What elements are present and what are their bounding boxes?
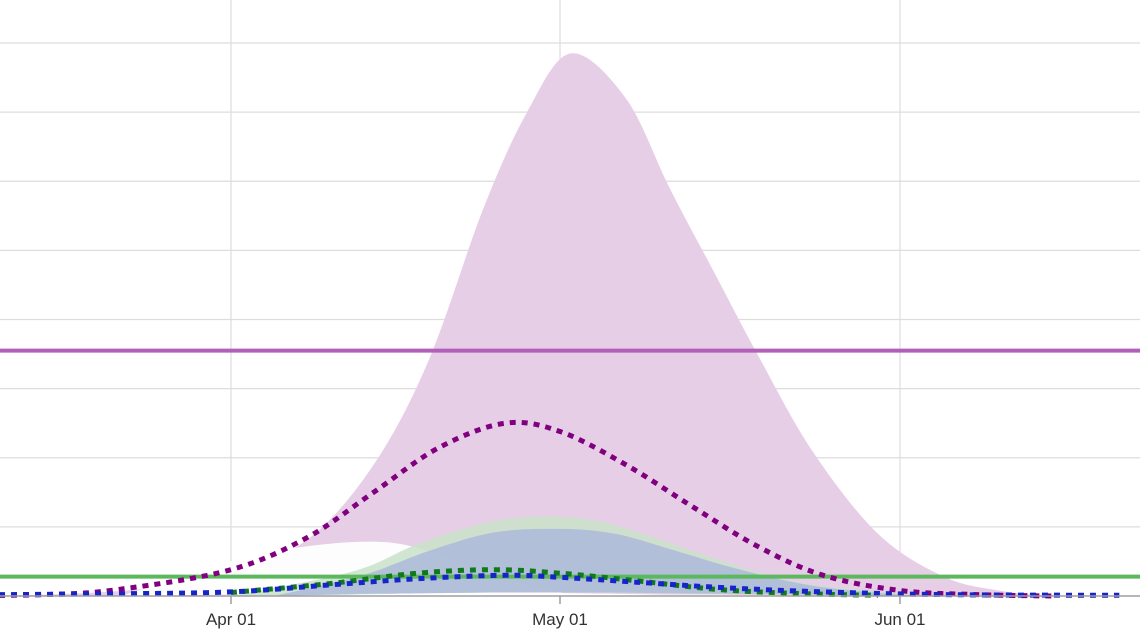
x-axis-tick-labels: Apr 01 May 01 Jun 01 <box>206 610 926 629</box>
blue-band <box>274 528 944 597</box>
x-tick-label: May 01 <box>532 610 588 629</box>
series-bands <box>0 53 1120 597</box>
dotted-series <box>0 419 1120 599</box>
x-axis-ticks <box>230 596 901 604</box>
purple-dotted-line <box>0 419 1054 599</box>
green-dotted-line <box>230 567 879 598</box>
x-tick-label: Apr 01 <box>206 610 256 629</box>
x-tick-label: Jun 01 <box>874 610 925 629</box>
purple-band <box>0 53 1120 597</box>
